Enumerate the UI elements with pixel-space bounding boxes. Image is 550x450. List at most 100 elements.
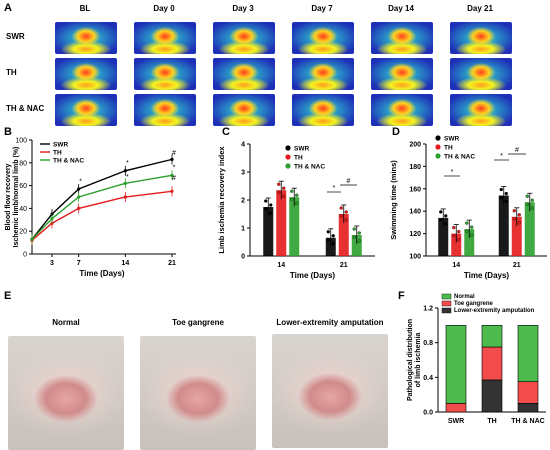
significance-mark: * [173,165,176,172]
stacked-bar-segment [481,346,503,381]
column-title: Day 21 [467,4,493,13]
photo-title: Normal [52,318,80,327]
bar [351,235,362,256]
data-point [123,169,127,173]
column-title: Day 0 [153,4,175,13]
data-point [123,195,127,199]
legend-label: TH & NAC [294,164,325,171]
thermal-image [292,58,354,90]
row-label: TH [6,68,17,77]
data-point [499,195,503,200]
data-point [465,229,469,233]
data-point [525,194,529,198]
legend-label: Toe gangrene [454,301,494,307]
data-point [282,194,286,198]
data-point [352,227,356,231]
y-tick-label: 1 [241,226,245,233]
bar [289,197,300,256]
data-point [277,190,281,194]
y-tick-label: 0.4 [423,375,433,382]
column-title: Day 3 [232,4,254,13]
thermal-image [134,58,196,90]
legend-label: TH [294,155,303,162]
data-point [444,222,448,226]
data-point [530,206,534,210]
y-tick-label: 3 [241,170,245,177]
data-point [344,210,348,214]
bar [451,233,462,256]
x-tick-label: 21 [513,262,521,269]
data-point [357,231,361,235]
x-tick-label: 7 [77,260,81,267]
data-point [339,206,343,210]
y-axis-label-line: Ischemic limb/normal limb (%) [13,147,20,248]
thermal-image [450,94,512,126]
y-tick-label: 1.2 [423,306,433,313]
data-point [504,191,508,196]
thermal-image [292,94,354,126]
thermal-image [450,22,512,54]
series-line [31,158,173,240]
legend-label: TH & NAC [53,158,84,165]
series-line [31,174,173,240]
data-point [269,203,273,207]
stacked-bar-segment [481,325,503,348]
significance-mark: * [500,153,503,160]
thermal-image [55,58,117,90]
data-point [339,214,343,218]
thermal-image [371,94,433,126]
thermal-image [134,22,196,54]
data-point [123,181,127,185]
data-point [269,211,273,215]
thermal-image [213,58,275,90]
data-point [290,197,294,201]
legend-label: SWR [53,142,68,149]
y-tick-label: 180 [409,164,421,171]
y-tick-label: 60 [19,183,27,190]
stacked-bar-segment [445,325,467,404]
legend-label: SWR [294,146,309,153]
bar [511,216,522,256]
column-title: BL [79,4,91,13]
data-point [295,193,299,197]
significance-mark: * [451,169,454,176]
data-point [439,218,443,222]
thermal-image [371,22,433,54]
x-tick-label: TH & NAC [511,418,544,425]
photo [140,336,256,450]
thermal-image [134,94,196,126]
x-axis-label: Time (Days) [464,271,510,280]
y-tick-label: 140 [409,209,421,216]
significance-mark: # [172,175,176,182]
x-axis-label: Time (Days) [79,269,125,278]
panel-label-b: B [4,126,12,138]
panel-label-a: A [4,2,12,14]
y-tick-label: 0.8 [423,340,433,347]
x-tick-label: 14 [121,260,129,267]
y-tick-label: 100 [15,138,27,145]
legend-swatch [441,293,452,300]
column-title: Day 7 [311,4,333,13]
y-axis-label-line: Blood flow recovery [5,163,12,230]
thermal-image [450,58,512,90]
x-tick-label: SWR [448,418,464,425]
stacked-bar-segment [445,403,467,413]
bar [276,190,287,256]
data-point [444,214,448,218]
data-point [170,189,174,193]
stacked-bar-segment [517,325,539,382]
y-axis-label: of limb ischemia [415,332,422,387]
photo [272,334,388,448]
significance-mark: * [79,178,82,185]
bar [325,237,336,256]
legend-swatch [285,163,291,169]
data-point [331,234,335,238]
x-tick-label: 21 [340,262,348,269]
thermal-image [213,22,275,54]
x-tick-label: 3 [50,260,54,267]
data-point [499,187,503,192]
significance-mark: * [333,185,336,192]
row-label: TH & NAC [6,104,45,113]
significance-mark: # [347,178,351,185]
